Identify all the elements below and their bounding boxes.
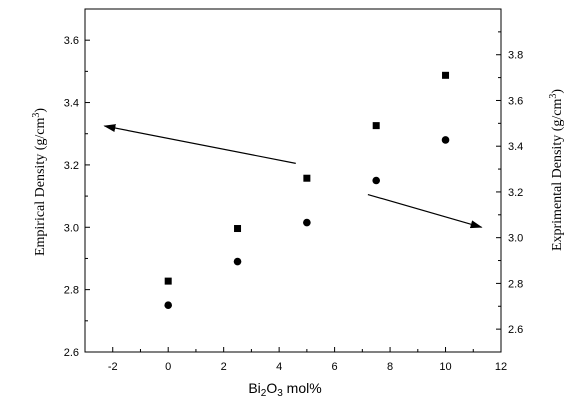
y-axis-label-right: Exprimental Density (g/cm3) [548,89,565,251]
plot-frame [84,8,502,353]
data-point-circle [233,257,242,266]
annotation-arrow [103,124,296,164]
y-left-tick-label: 3.0 [64,222,79,234]
y-left-tick-label: 2.8 [64,285,79,297]
x-tick-label: 8 [387,361,393,373]
x-axis-label: Bi2O3 mol% [248,380,321,399]
y-right-tick-label: 3.6 [508,95,523,107]
y-right-tick-label: 3.4 [508,141,523,153]
y-right-tick-label: 3.0 [508,233,523,245]
annotations [103,124,483,229]
data-point-circle [303,218,311,227]
data-point-square [164,277,172,285]
y-left-tick-label: 2.6 [64,347,79,359]
data-point-square [234,225,242,233]
y-right-tick-label: 2.6 [508,324,523,336]
x-tick-label: 0 [165,361,171,373]
data-point-square [303,174,311,182]
x-tick-label: 2 [221,361,227,373]
y-axis-label-left: Empirical Density (g/cm3) [31,108,48,256]
y-right-tick-label: 3.8 [508,50,523,62]
data-point-square [372,122,380,130]
y-right-tick-label: 3.2 [508,187,523,199]
annotation-arrow [367,193,483,229]
x-tick-label: 6 [332,361,338,373]
data-points [164,71,450,310]
y-left-tick-label: 3.6 [64,35,79,47]
x-tick-label: -2 [108,361,118,373]
data-point-circle [441,136,450,144]
y-left-tick-label: 3.4 [64,98,79,110]
x-tick-label: 4 [276,361,282,373]
x-tick-label: 10 [439,361,451,373]
y-right-tick-label: 2.8 [508,278,523,290]
y-left-tick-label: 3.2 [64,160,79,172]
data-point-circle [372,176,381,185]
data-point-circle [164,301,172,310]
ticks: -2 0 2 4 6 8 10 12 2.6 2.8 3.0 3.2 3.4 3.6 2.6 2.8 3.0 3.… [64,31,523,373]
data-point-square [442,71,450,79]
x-tick-label: 12 [495,361,507,373]
